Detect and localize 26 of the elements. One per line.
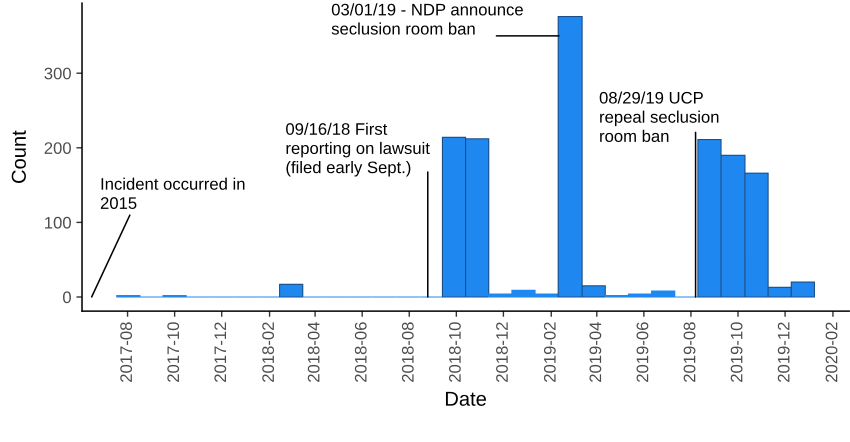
y-tick-label: 200 (44, 142, 71, 154)
annotation: 08/29/19 UCP repeal seclusion room ban (600, 91, 718, 142)
x-tick-label: 2017-08 (120, 322, 132, 382)
annotation: 09/16/18 First reporting on lawsuit (filed early Sept.) (286, 122, 430, 177)
x-tick-label: 2019-08 (684, 322, 696, 382)
y-axis-title: Count (12, 130, 26, 183)
x-tick-label: 2018-06 (354, 322, 367, 382)
x-tick-label: 2018-04 (308, 322, 320, 382)
x-tick-label: 2019-12 (778, 322, 790, 382)
y-tick-label: 300 (44, 68, 71, 80)
x-tick-label: 2019-06 (636, 322, 648, 382)
x-tick-label: 2019-10 (730, 322, 742, 382)
x-tick-label: 2017-12 (214, 322, 226, 382)
x-tick-label: 2018-08 (402, 322, 414, 382)
x-tick-label: 2017-10 (167, 322, 180, 382)
y-tick-label: 0 (62, 291, 71, 304)
x-tick-label: 2018-10 (449, 322, 461, 382)
annotation: Incident occurred in 2015 (100, 178, 244, 209)
x-axis-title: Date (446, 392, 486, 406)
x-tick-label: 2020-02 (826, 322, 838, 382)
x-tick-label: 2019-02 (544, 322, 556, 382)
x-tick-label: 2018-02 (262, 322, 274, 382)
x-tick-label: 2018-12 (496, 322, 508, 382)
annotation: 03/01/19 - NDP announce seclusion room ban (332, 3, 523, 35)
x-tick-label: 2019-04 (589, 322, 602, 382)
y-tick-label: 100 (45, 216, 71, 229)
